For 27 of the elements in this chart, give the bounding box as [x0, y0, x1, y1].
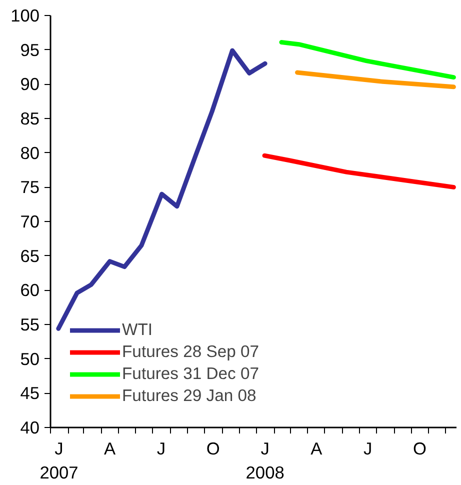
y-tick-label: 70: [20, 212, 40, 232]
line-series: [279, 40, 456, 80]
y-tick-label: 90: [20, 74, 40, 94]
y-tick-label: 50: [20, 348, 40, 369]
y-tick-label: 65: [20, 246, 40, 266]
y-tick-label: 85: [20, 108, 40, 128]
legend-label: Futures 31 Dec 07: [122, 363, 260, 385]
y-tick-label: 95: [20, 40, 40, 60]
y-tick-label: 80: [20, 142, 40, 163]
legend-label: WTI: [122, 319, 153, 341]
y-tick-label: 60: [20, 280, 40, 300]
x-tick-label: O: [413, 438, 427, 458]
x-tick-label: O: [206, 438, 220, 458]
y-tick-label: 40: [20, 418, 40, 438]
y-tick-label: 100: [10, 6, 40, 26]
y-tick-label: 75: [20, 177, 40, 198]
y-tick-label: 55: [20, 314, 40, 334]
x-tick-label: A: [310, 438, 323, 458]
x-tick-label: J 2007: [40, 438, 78, 482]
x-tick-label: J: [156, 438, 166, 458]
legend-label: Futures 29 Jan 08: [122, 385, 256, 407]
line-series: [262, 153, 456, 190]
x-tick-label: A: [104, 438, 116, 458]
x-tick-label: J 2008: [246, 438, 284, 482]
y-tick-label: 45: [20, 383, 40, 404]
x-tick-label: J: [364, 438, 372, 458]
legend-label: Futures 28 Sep 07: [122, 341, 260, 363]
